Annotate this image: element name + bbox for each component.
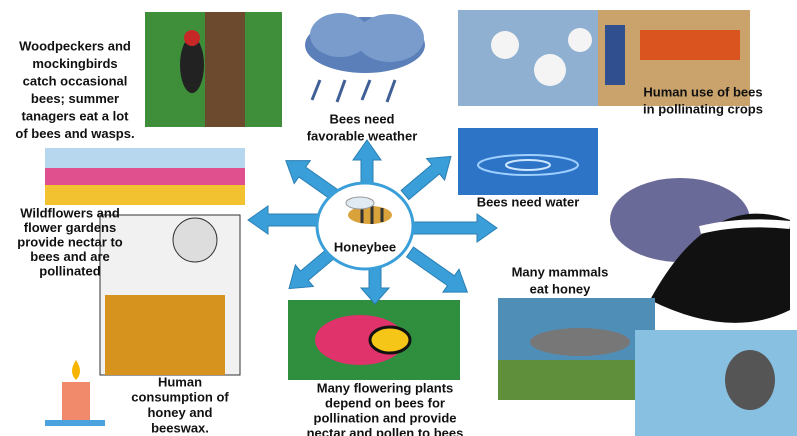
node-label: Many mammals — [512, 264, 609, 279]
arrow-left — [248, 206, 318, 234]
node-label: mockingbirds — [32, 56, 117, 71]
node-label: honey and — [147, 405, 212, 420]
node-label: catch occasional — [23, 73, 128, 88]
arrow-down — [361, 268, 389, 304]
node-label: pollinated — [39, 263, 100, 278]
center-label: Honeybee — [334, 239, 396, 254]
honeycomb — [105, 295, 225, 375]
node-label: bees and are — [30, 249, 110, 264]
node-label: pollination and provide — [314, 410, 457, 425]
node-label: flower gardens — [24, 220, 116, 235]
node-label: in pollinating crops — [643, 101, 763, 116]
node-label: bees; summer — [31, 91, 119, 106]
node-label: nectar and pollen to bees — [307, 425, 464, 436]
node-label: Human use of bees — [643, 84, 762, 99]
node-label: of bees and wasps. — [15, 126, 134, 141]
node-label: Bees need — [329, 111, 394, 126]
water-drop-picture — [458, 128, 598, 195]
center-circle — [317, 183, 413, 269]
node-label: Wildflowers and — [20, 205, 120, 220]
node-label: Bees need water — [477, 194, 580, 209]
node-label: consumption of — [131, 390, 229, 405]
diagram: Honeybee Woodpeckers and mockingbirds catc… — [0, 0, 797, 436]
node-label: beeswax. — [151, 420, 209, 435]
harvester — [640, 30, 740, 60]
arrow-down-right — [402, 241, 475, 304]
node-label: tanagers eat a lot — [22, 108, 130, 123]
rain-cloud — [305, 13, 425, 102]
node-label: eat honey — [530, 281, 591, 296]
node-label: Human — [158, 374, 202, 389]
page: {"center": {"label": "Honeybee"}, "nodes… — [0, 0, 797, 436]
tree-trunk — [205, 12, 245, 127]
arrow-right — [412, 214, 497, 242]
farmer — [605, 25, 625, 85]
candle — [62, 382, 90, 422]
cotton-sky — [458, 10, 598, 106]
node-label: Woodpeckers and — [19, 38, 131, 53]
node-label: depend on bees for — [325, 395, 445, 410]
node-label: provide nectar to — [17, 234, 123, 249]
arrow-up-right — [396, 146, 460, 206]
node-label: favorable weather — [307, 128, 418, 143]
node-label: Many flowering plants — [317, 380, 454, 395]
woodpecker-head — [184, 30, 200, 46]
